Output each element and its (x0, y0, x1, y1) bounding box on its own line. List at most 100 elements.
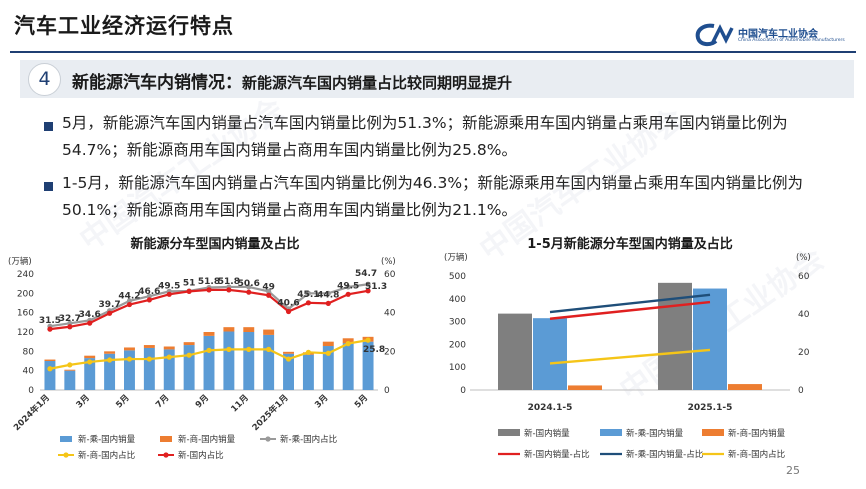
series-point (106, 357, 113, 363)
data-label: 31.5 (39, 316, 61, 326)
section-heading-main: 新能源汽车内销情况： (72, 73, 242, 93)
y-axis-left-unit: (万辆) (444, 252, 468, 263)
logo-text: 中国汽车工业协会 (738, 29, 818, 40)
x-tick-label: 7月 (154, 393, 171, 410)
legend-label: 新-乘-国内销量 (78, 434, 136, 445)
bar (223, 331, 235, 390)
y-tick-label-right: 20 (798, 348, 810, 358)
series-point (126, 301, 133, 308)
bullet-marker (42, 117, 58, 133)
series-point (305, 290, 312, 296)
series-line (549, 348, 711, 365)
legend-label: 新-商-国内销量 (178, 434, 236, 445)
data-label: 32.7 (59, 314, 81, 324)
series-point (285, 308, 292, 315)
series-point (345, 291, 351, 297)
x-tick-label: 9月 (194, 393, 211, 410)
y-tick-label: 40 (23, 367, 35, 377)
ytd-nev-domestic-chart: 1-5月新能源分车型国内销量及占比(万辆) (%)0100200300400500… (444, 236, 811, 460)
legend-swatch (702, 429, 724, 436)
y-tick-label-right: 20 (384, 347, 396, 357)
data-label: 51.8 (198, 277, 220, 287)
bar (302, 354, 314, 390)
bar (64, 369, 76, 371)
series-point (206, 347, 212, 353)
series-point (226, 346, 232, 352)
legend-swatch-marker (265, 436, 271, 442)
data-label: 50.6 (238, 279, 260, 289)
page-number: 25 (786, 464, 800, 477)
monthly-nev-domestic-chart: 新能源分车型国内销量及占比(万辆) (%)04080120160200240020… (8, 236, 396, 461)
series-point (146, 297, 152, 303)
series-point (345, 284, 351, 290)
bar (342, 343, 354, 390)
series-point (246, 346, 252, 352)
section-heading: 新能源汽车内销情况：新能源汽车国内销量占比较同期明显提升 (72, 68, 512, 93)
series-point (47, 366, 53, 372)
data-label: 51.3 (365, 282, 387, 292)
legend-label: 新-乘-国内销量-占比 (626, 449, 703, 460)
legend-swatch (160, 436, 172, 442)
chart-title: 1-5月新能源分车型国内销量及占比 (527, 236, 733, 252)
bar (44, 359, 56, 361)
bar (498, 313, 532, 390)
caam-logo: 中国汽车工业协会 China Association of Automobile… (694, 22, 854, 48)
series-line (549, 293, 711, 314)
series-point (266, 288, 272, 294)
data-label: 44.2 (118, 292, 140, 302)
y-tick-label-right: 40 (798, 310, 810, 320)
legend-label: 新-国内占比 (178, 450, 224, 461)
y-tick-label: 0 (28, 386, 34, 396)
bullet-paragraph-1: 5月，新能源汽车国内销量占汽车国内销量比例为51.3%；新能源乘用车国内销量占乘… (62, 114, 788, 159)
y-axis-left-unit: (万辆) (8, 256, 32, 267)
y-tick-label-right: 40 (384, 309, 396, 319)
x-tick-label: 11月 (229, 393, 250, 414)
legend-swatch-marker (63, 452, 69, 458)
y-tick-label: 80 (23, 347, 35, 357)
bar (243, 327, 255, 332)
series-point (345, 341, 351, 347)
y-tick-label: 120 (17, 328, 34, 338)
bar (283, 351, 294, 354)
y-tick-label: 100 (449, 363, 466, 373)
data-label: 49.5 (337, 281, 359, 291)
legend-label: 新-国内销量-占比 (524, 449, 590, 460)
bar (263, 329, 275, 335)
x-tick-label: 2024.1-5 (528, 403, 573, 413)
series-point (365, 337, 371, 343)
series-point (67, 362, 73, 368)
series-point (126, 356, 133, 362)
legend-label: 新-商-国内占比 (728, 449, 785, 460)
bar (203, 335, 215, 390)
caam-logo-icon (695, 23, 734, 47)
series-point (325, 350, 331, 356)
series-point (266, 346, 272, 352)
logo-english-text: China Association of Automobile Manufact… (738, 38, 845, 43)
page-title: 汽车工业经济运行特点 (14, 14, 234, 38)
series-point (365, 281, 371, 287)
series-line (549, 300, 711, 320)
bar (163, 349, 175, 390)
y-tick-label: 0 (460, 386, 466, 396)
x-tick-label: 2025.1-5 (688, 403, 733, 413)
y-tick-label: 200 (449, 340, 466, 350)
legend-label: 新-国内销量 (524, 428, 570, 439)
series-point (166, 291, 172, 297)
series-point (305, 300, 312, 306)
series-point (87, 320, 93, 326)
bar (183, 342, 195, 346)
series-point (285, 356, 292, 362)
legend-label: 新-乘-国内销量 (626, 428, 684, 439)
bar (533, 318, 567, 390)
legend-label: 新-商-国内占比 (78, 450, 135, 461)
data-label: 45.1 (297, 290, 319, 300)
series-point (246, 284, 252, 290)
bar (183, 345, 195, 390)
data-label: 40.6 (277, 299, 299, 309)
series-point (146, 356, 152, 362)
x-tick-label: 5月 (114, 393, 131, 410)
section-subheading: 新能源汽车国内销量占比较同期明显提升 (242, 74, 513, 92)
y-tick-label: 160 (17, 309, 34, 319)
bar (693, 288, 727, 390)
x-tick-label: 2024年1月 (11, 392, 52, 433)
